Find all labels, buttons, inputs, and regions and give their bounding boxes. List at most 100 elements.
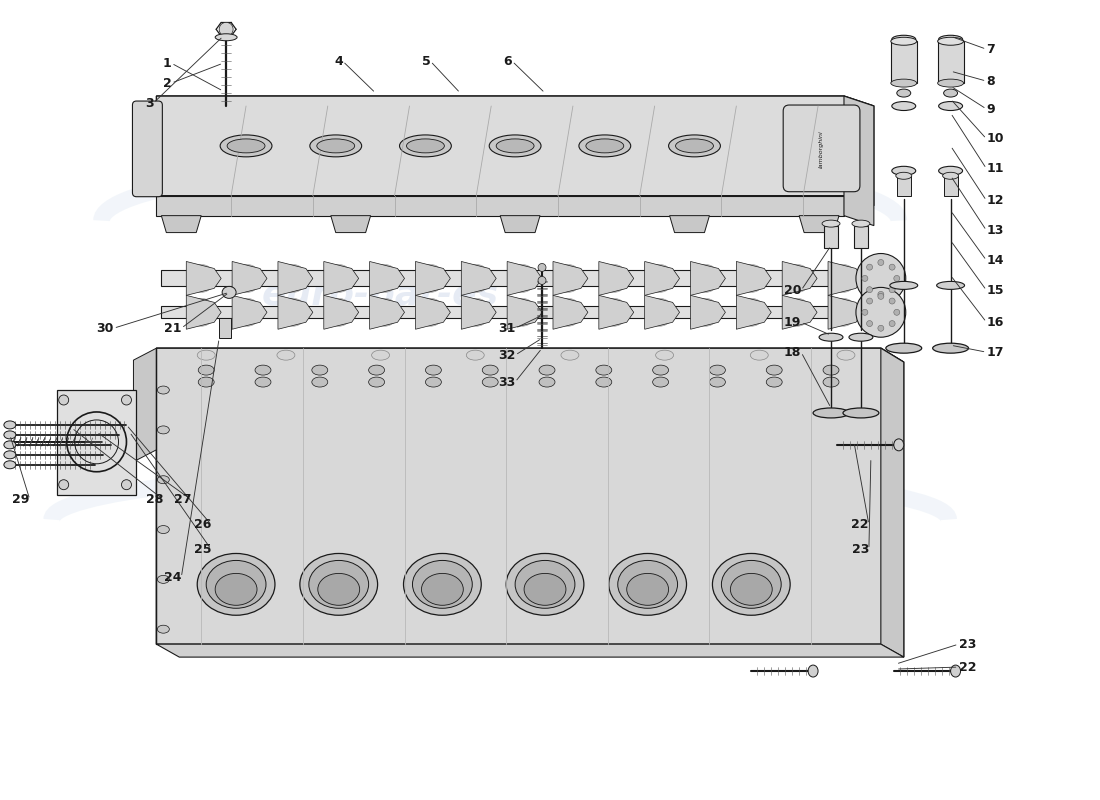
Ellipse shape	[198, 377, 214, 387]
Ellipse shape	[554, 298, 582, 326]
Polygon shape	[156, 196, 844, 216]
Ellipse shape	[311, 377, 328, 387]
Ellipse shape	[579, 135, 630, 157]
Polygon shape	[670, 216, 710, 233]
Ellipse shape	[187, 298, 216, 326]
Circle shape	[878, 326, 883, 331]
Ellipse shape	[892, 166, 915, 175]
Ellipse shape	[937, 282, 965, 290]
Polygon shape	[370, 295, 405, 330]
Ellipse shape	[851, 220, 870, 227]
Polygon shape	[645, 262, 680, 295]
Circle shape	[121, 480, 132, 490]
Text: 18: 18	[784, 346, 801, 358]
Ellipse shape	[938, 166, 962, 175]
Ellipse shape	[197, 350, 216, 360]
Ellipse shape	[767, 377, 782, 387]
Ellipse shape	[279, 265, 307, 292]
Ellipse shape	[938, 35, 962, 43]
Text: 27: 27	[174, 493, 191, 506]
Ellipse shape	[600, 298, 628, 326]
Circle shape	[862, 275, 868, 282]
Ellipse shape	[722, 561, 781, 608]
Ellipse shape	[737, 265, 766, 292]
Ellipse shape	[713, 554, 790, 615]
Polygon shape	[598, 262, 634, 295]
Circle shape	[219, 22, 233, 36]
Text: lamborghini: lamborghini	[818, 130, 824, 168]
Circle shape	[867, 321, 872, 326]
Text: 21: 21	[164, 322, 182, 334]
Polygon shape	[186, 262, 221, 295]
Ellipse shape	[187, 265, 216, 292]
Ellipse shape	[849, 334, 873, 342]
Bar	[937, 42, 964, 83]
Polygon shape	[156, 96, 873, 206]
Ellipse shape	[669, 135, 720, 157]
Circle shape	[58, 480, 68, 490]
Circle shape	[58, 395, 68, 405]
Text: 9: 9	[987, 102, 996, 115]
Polygon shape	[370, 262, 405, 295]
Ellipse shape	[783, 298, 811, 326]
Ellipse shape	[157, 426, 169, 434]
Circle shape	[878, 294, 883, 299]
Text: 24: 24	[164, 571, 182, 584]
Polygon shape	[507, 295, 542, 330]
Ellipse shape	[4, 431, 15, 439]
Polygon shape	[691, 262, 725, 295]
Text: 25: 25	[194, 543, 211, 556]
Ellipse shape	[618, 561, 678, 608]
Ellipse shape	[404, 554, 481, 615]
Ellipse shape	[938, 102, 962, 110]
Ellipse shape	[407, 139, 444, 153]
Ellipse shape	[216, 574, 257, 606]
Ellipse shape	[279, 298, 307, 326]
Ellipse shape	[300, 554, 377, 615]
Ellipse shape	[646, 298, 673, 326]
Text: euro-par-es: euro-par-es	[262, 278, 499, 312]
Text: 15: 15	[987, 284, 1004, 297]
Text: 31: 31	[497, 322, 515, 334]
Text: 10: 10	[987, 133, 1004, 146]
Ellipse shape	[412, 561, 472, 608]
Ellipse shape	[627, 574, 669, 606]
Ellipse shape	[750, 350, 768, 360]
Ellipse shape	[652, 377, 669, 387]
Ellipse shape	[891, 79, 916, 87]
Ellipse shape	[157, 526, 169, 534]
Ellipse shape	[222, 286, 236, 298]
Polygon shape	[232, 295, 267, 330]
Ellipse shape	[937, 79, 964, 87]
Ellipse shape	[482, 365, 498, 375]
Bar	[854, 226, 868, 247]
Ellipse shape	[823, 365, 839, 375]
Ellipse shape	[4, 451, 15, 458]
Text: 23: 23	[958, 638, 976, 650]
Circle shape	[889, 298, 895, 304]
Polygon shape	[156, 96, 873, 106]
Ellipse shape	[426, 377, 441, 387]
Ellipse shape	[371, 298, 398, 326]
Polygon shape	[331, 216, 371, 233]
Ellipse shape	[233, 265, 261, 292]
Text: 6: 6	[504, 54, 513, 68]
Ellipse shape	[829, 265, 857, 292]
Ellipse shape	[539, 377, 556, 387]
Ellipse shape	[417, 298, 444, 326]
Ellipse shape	[829, 298, 857, 326]
Ellipse shape	[675, 139, 714, 153]
Text: 33: 33	[498, 375, 515, 389]
Ellipse shape	[324, 265, 353, 292]
Ellipse shape	[157, 386, 169, 394]
Ellipse shape	[371, 265, 398, 292]
Ellipse shape	[895, 172, 912, 179]
Ellipse shape	[157, 476, 169, 484]
Ellipse shape	[943, 172, 958, 179]
Ellipse shape	[710, 377, 725, 387]
Ellipse shape	[421, 574, 463, 606]
Text: 3: 3	[145, 97, 153, 110]
FancyBboxPatch shape	[132, 101, 163, 197]
Polygon shape	[782, 262, 817, 295]
Ellipse shape	[843, 408, 879, 418]
